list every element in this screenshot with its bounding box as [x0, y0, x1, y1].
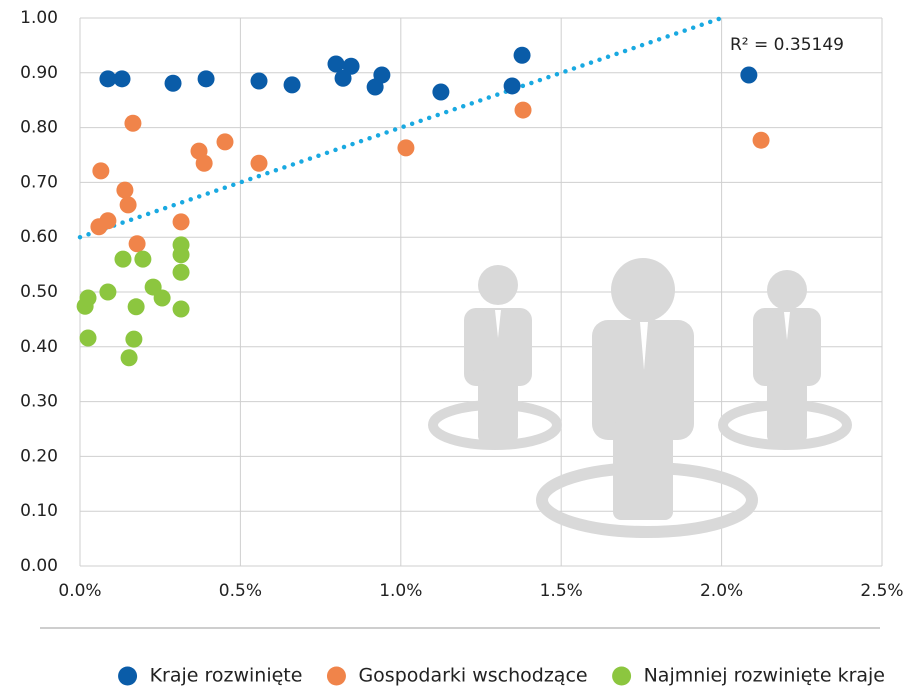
y-tick-label: 0.20 — [20, 446, 58, 466]
point — [153, 289, 171, 307]
legend-marker — [326, 666, 346, 686]
point — [127, 298, 145, 316]
point — [216, 133, 234, 151]
point — [250, 154, 268, 172]
x-tick-label: 2.5% — [860, 581, 903, 601]
point — [172, 263, 190, 281]
y-tick-label: 0.90 — [20, 63, 58, 83]
y-tick-label: 1.00 — [20, 8, 58, 28]
people-illustration — [428, 258, 852, 538]
legend-marker — [118, 666, 138, 686]
point — [92, 162, 110, 180]
point — [99, 212, 117, 230]
y-tick-label: 0.30 — [20, 392, 58, 412]
legend-label: Gospodarki wschodzące — [358, 665, 587, 687]
point — [79, 289, 97, 307]
point — [513, 46, 531, 64]
point — [114, 250, 132, 268]
point — [120, 349, 138, 367]
point — [134, 250, 152, 268]
point — [172, 213, 190, 231]
point — [740, 66, 758, 84]
point — [197, 70, 215, 88]
x-tick-label: 0.0% — [58, 581, 101, 601]
trendline-label: R² = 0.35149 — [730, 35, 844, 55]
point — [116, 181, 134, 199]
legend-label: Kraje rozwinięte — [150, 665, 303, 687]
point — [373, 66, 391, 84]
point — [128, 235, 146, 253]
point — [503, 77, 521, 95]
x-tick-label: 1.5% — [540, 581, 583, 601]
point — [334, 69, 352, 87]
trendline — [77, 15, 724, 240]
point — [327, 55, 345, 73]
point — [79, 329, 97, 347]
point — [752, 131, 770, 149]
legend-label: Najmniej rozwinięte kraje — [644, 665, 885, 687]
point — [195, 154, 213, 172]
point — [124, 114, 142, 132]
y-tick-label: 0.40 — [20, 337, 58, 357]
point — [99, 70, 117, 88]
legend-marker — [612, 666, 632, 686]
y-tick-label: 0.70 — [20, 172, 58, 192]
point — [125, 330, 143, 348]
point — [432, 83, 450, 101]
y-tick-label: 0.00 — [20, 556, 58, 576]
point — [514, 101, 532, 119]
point — [397, 139, 415, 157]
point — [342, 57, 360, 75]
point — [99, 283, 117, 301]
x-tick-label: 2.0% — [700, 581, 743, 601]
x-tick-label: 0.5% — [219, 581, 262, 601]
point — [172, 246, 190, 264]
x-tick-label: 1.0% — [379, 581, 422, 601]
y-tick-label: 0.50 — [20, 282, 58, 302]
point — [164, 74, 182, 92]
y-tick-label: 0.60 — [20, 227, 58, 247]
point — [283, 76, 301, 94]
y-tick-label: 0.80 — [20, 118, 58, 138]
point — [172, 300, 190, 318]
point — [119, 196, 137, 214]
point — [250, 72, 268, 90]
point — [113, 70, 131, 88]
y-tick-label: 0.10 — [20, 501, 58, 521]
